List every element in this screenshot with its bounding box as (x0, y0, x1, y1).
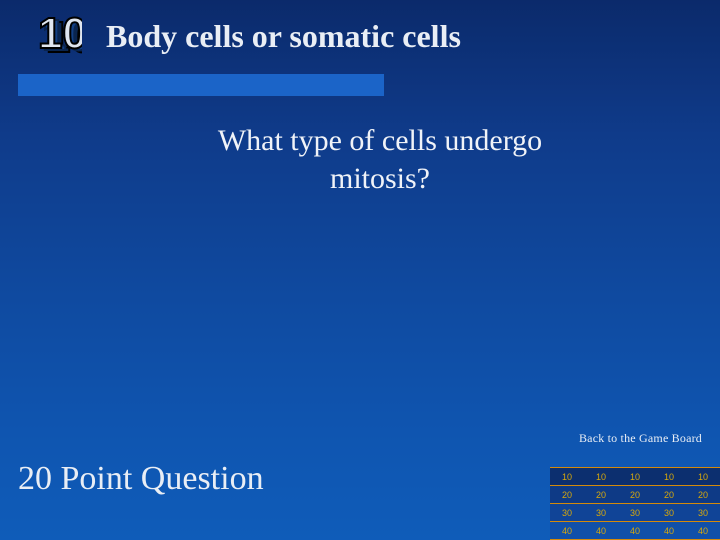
mini-board-cell[interactable]: 30 (686, 504, 720, 522)
title-divider (18, 74, 384, 96)
mini-board-cell[interactable]: 40 (652, 522, 686, 540)
slide-title: Body cells or somatic cells (106, 18, 700, 55)
mini-board-cell[interactable]: 30 (550, 504, 584, 522)
mini-board-row: 3030303030 (550, 504, 720, 522)
mini-board-cell[interactable]: 10 (550, 468, 584, 486)
mini-board-cell[interactable]: 10 (584, 468, 618, 486)
divider-wrap (0, 74, 720, 96)
footer-label: 20 Point Question (18, 460, 264, 498)
mini-board-cell[interactable]: 20 (686, 486, 720, 504)
mini-board-cell[interactable]: 40 (584, 522, 618, 540)
mini-board-cell[interactable]: 20 (584, 486, 618, 504)
mini-board-cell[interactable]: 10 (652, 468, 686, 486)
mini-game-board[interactable]: 1010101010202020202030303030304040404040 (550, 467, 720, 540)
mini-board-body: 1010101010202020202030303030304040404040 (550, 468, 720, 540)
back-to-board-link[interactable]: Back to the Game Board (579, 431, 702, 446)
mini-board-cell[interactable]: 20 (550, 486, 584, 504)
mini-board-row: 2020202020 (550, 486, 720, 504)
mini-board-cell[interactable]: 30 (652, 504, 686, 522)
mini-board-cell[interactable]: 20 (618, 486, 652, 504)
mini-board-cell[interactable]: 30 (618, 504, 652, 522)
question-line-2: mitosis? (330, 162, 430, 195)
question-text: What type of cells undergo mitosis? (0, 122, 720, 197)
mini-board-cell[interactable]: 30 (584, 504, 618, 522)
question-line-1: What type of cells undergo (218, 124, 542, 157)
mini-board-cell[interactable]: 10 (618, 468, 652, 486)
slide-number-badge: 10 10 10 (18, 6, 82, 62)
mini-board-cell[interactable]: 10 (686, 468, 720, 486)
badge-number-text: 10 (38, 9, 82, 58)
mini-board-row: 1010101010 (550, 468, 720, 486)
mini-board-cell[interactable]: 40 (550, 522, 584, 540)
header: 10 10 10 Body cells or somatic cells (0, 0, 720, 68)
mini-board-cell[interactable]: 40 (686, 522, 720, 540)
mini-board-cell[interactable]: 20 (652, 486, 686, 504)
mini-board-cell[interactable]: 40 (618, 522, 652, 540)
mini-board-row: 4040404040 (550, 522, 720, 540)
